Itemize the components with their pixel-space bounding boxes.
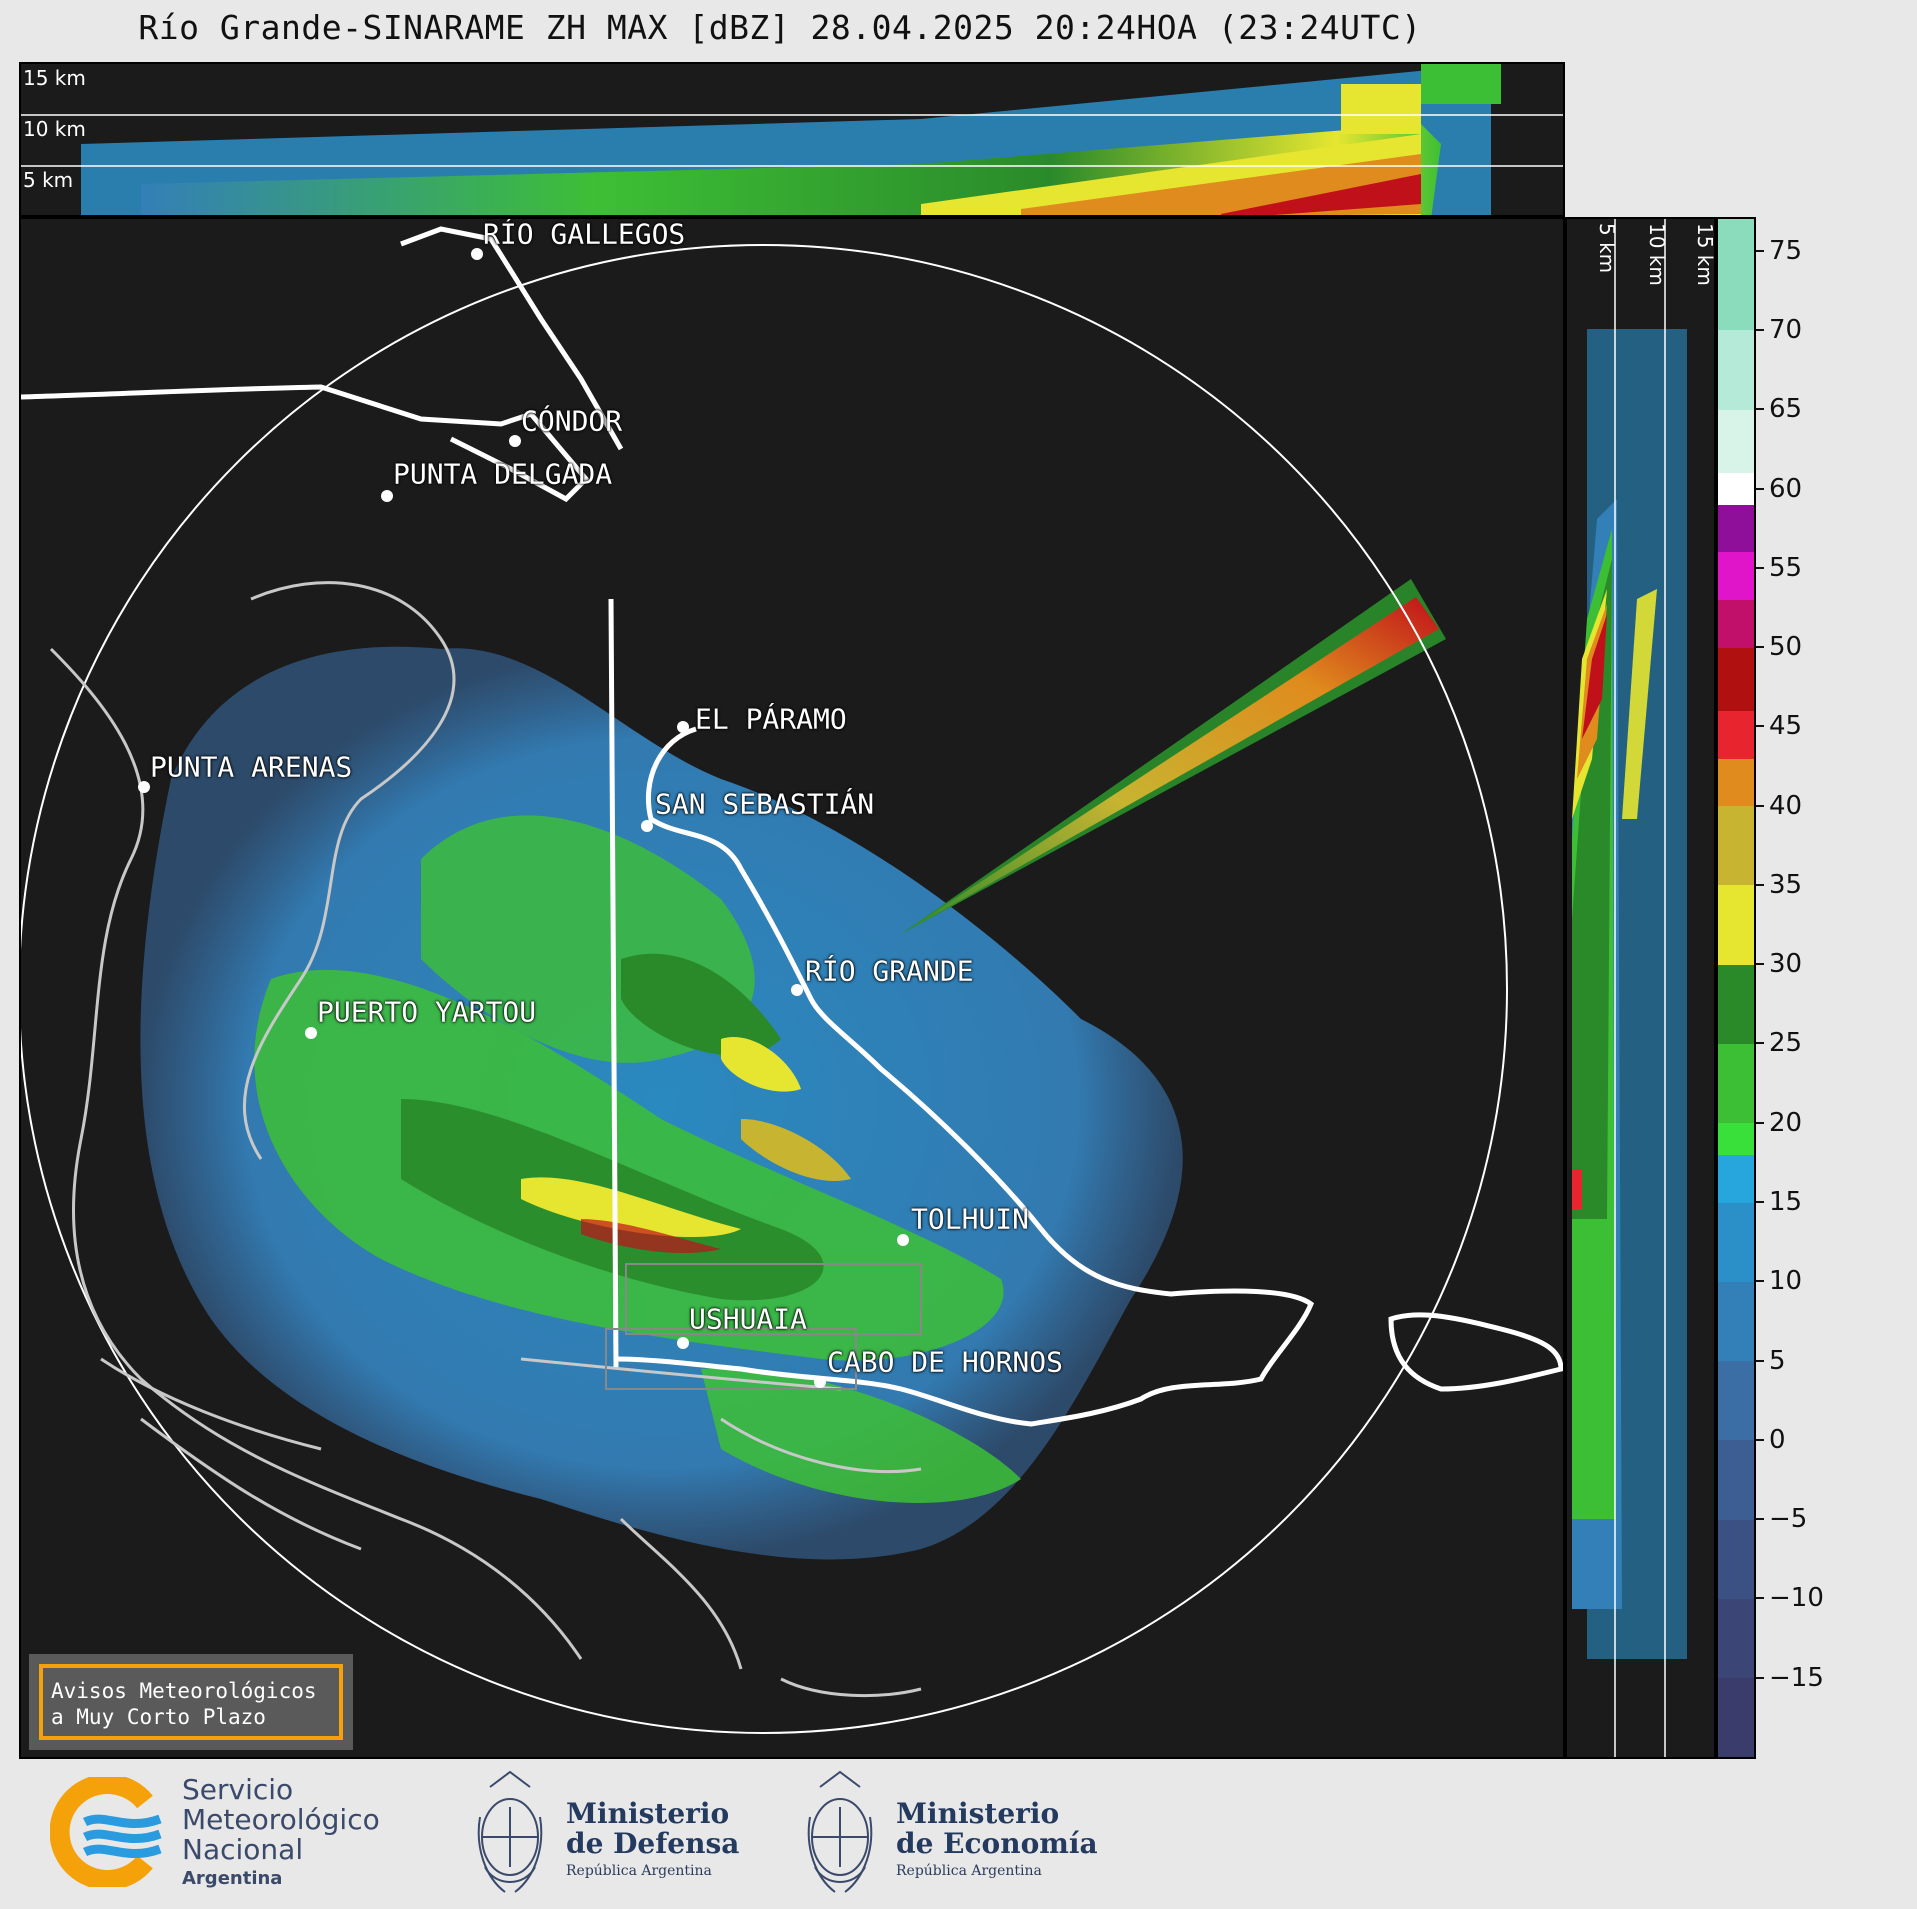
colorbar-tick-label: −10 [1769,1583,1824,1614]
colorbar-band [1718,647,1754,712]
city-label-tolhuin: TOLHUIN [911,1202,1030,1236]
colorbar-band [1718,710,1754,759]
city-label-san-sebastian: SAN SEBASTIÁN [655,787,875,821]
warning-box-frame: Avisos Meteorológicos a Muy Corto Plazo [39,1664,343,1740]
city-label-punta-delgada: PUNTA DELGADA [393,457,613,491]
economia-sub: República Argentina [896,1863,1042,1879]
city-dot-ushuaia [677,1337,689,1349]
top-alt-label-10: 10 km [23,117,86,141]
colorbar-band [1718,1360,1754,1441]
city-dot-rio-grande [791,984,803,996]
colorbar-tick-label: 60 [1769,473,1803,504]
smn-line-3: Nacional [182,1833,304,1866]
city-dot-el-paramo [677,721,689,733]
colorbar-band [1718,1519,1754,1599]
city-label-rio-grande: RÍO GRANDE [805,954,974,988]
radar-echo-layer [21,226,1563,1734]
city-dot-condor [509,435,521,447]
colorbar-tick-label: 70 [1769,314,1803,345]
colorbar-tick-label: 5 [1769,1345,1786,1376]
colorbar-band [1718,599,1754,648]
defensa-line-1: Ministerio [566,1797,730,1830]
colorbar-tick-label: 40 [1769,790,1803,821]
colorbar-band [1718,1439,1754,1520]
city-dot-rio-gallegos [471,248,483,260]
defensa-line-2: de Defensa [566,1827,740,1860]
side-cross-section-panel: 5 km 10 km 15 km [1565,217,1716,1759]
radar-map[interactable]: RÍO GALLEGOS CÓNDOR PUNTA DELGADA PUNTA … [19,217,1565,1759]
colorbar-tick-label: 25 [1769,1028,1803,1059]
colorbar-tick-label: 0 [1769,1424,1786,1455]
colorbar-band [1718,884,1754,965]
colorbar-tick-label: −15 [1769,1662,1824,1693]
city-dot-puerto-yartou [305,1027,317,1039]
side-alt-label-15: 15 km [1693,223,1716,286]
colorbar-tick-label: 20 [1769,1107,1803,1138]
colorbar-tick-label: 45 [1769,711,1803,742]
colorbar-band [1718,805,1754,886]
defensa-seal-icon [477,1770,543,1893]
side-alt-label-5: 5 km [1595,223,1619,274]
economia-line-1: Ministerio [896,1797,1060,1830]
colorbar-band [1718,1154,1754,1203]
warning-line-1: Avisos Meteorológicos [51,1679,317,1703]
city-dot-san-sebastian [641,820,653,832]
smn-line-2: Meteorológico [182,1803,380,1836]
city-dot-punta-delgada [381,490,393,502]
colorbar-tick-label: 15 [1769,1187,1803,1218]
top-cross-section-panel: 15 km 10 km 5 km [19,62,1565,217]
smn-line-4: Argentina [182,1868,283,1889]
colorbar-band [1718,964,1754,1044]
footer: Servicio Meteorológico Nacional Argentin… [0,1759,1917,1909]
colorbar-tick-label: −5 [1769,1504,1808,1535]
colorbar-tick-label: 65 [1769,394,1803,425]
colorbar-band [1718,1677,1754,1758]
colorbar-band [1718,551,1754,601]
city-label-punta-arenas: PUNTA ARENAS [150,750,353,784]
city-label-rio-gallegos: RÍO GALLEGOS [483,217,686,251]
colorbar-ticks: 75 70 65 60 55 50 45 40 35 30 25 20 15 10 5 0 −5 −10 −15 [1756,217,1906,1759]
side-alt-label-10: 10 km [1645,223,1669,286]
warning-line-2: a Muy Corto Plazo [51,1705,266,1729]
economia-seal-icon [807,1770,873,1893]
colorbar-tick-label: 10 [1769,1266,1803,1297]
colorbar-tick-label: 35 [1769,869,1803,900]
top-alt-label-5: 5 km [23,168,74,192]
city-dot-punta-arenas [138,781,150,793]
city-dot-cabo-de-hornos [814,1376,826,1388]
city-label-el-paramo: EL PÁRAMO [695,702,847,736]
colorbar-band [1718,1043,1754,1124]
top-cross-section-echo [21,64,1563,215]
colorbar-band [1718,1202,1754,1282]
smn-line-1: Servicio [182,1773,294,1806]
side-cross-section-echo [1572,219,1687,1757]
colorbar-band [1718,1281,1754,1362]
colorbar-band [1718,472,1754,505]
city-label-cabo-de-hornos: CABO DE HORNOS [827,1345,1064,1379]
colorbar-tick-label: 50 [1769,632,1803,663]
colorbar-tick-label: 75 [1769,235,1803,266]
city-label-condor: CÓNDOR [521,404,623,438]
economia-line-2: de Economía [896,1827,1098,1860]
city-label-puerto-yartou: PUERTO YARTOU [317,995,537,1029]
top-alt-label-15: 15 km [23,66,86,90]
defensa-sub: República Argentina [566,1863,712,1879]
colorbar-band [1718,219,1754,331]
radar-title: Río Grande-SINARAME ZH MAX [dBZ] 28.04.2… [138,8,1422,47]
city-dot-tolhuin [897,1234,909,1246]
colorbar [1716,217,1756,1759]
colorbar-band [1718,1122,1754,1155]
smn-logo-icon [50,1777,162,1887]
colorbar-band [1718,504,1754,553]
colorbar-tick-label: 55 [1769,552,1803,583]
colorbar-tick-label: 30 [1769,949,1803,980]
colorbar-band [1718,1598,1754,1679]
warning-box[interactable]: Avisos Meteorológicos a Muy Corto Plazo [29,1654,353,1750]
colorbar-band [1718,329,1754,410]
colorbar-band [1718,409,1754,474]
city-label-ushuaia: USHUAIA [689,1302,808,1336]
colorbar-band [1718,758,1754,807]
